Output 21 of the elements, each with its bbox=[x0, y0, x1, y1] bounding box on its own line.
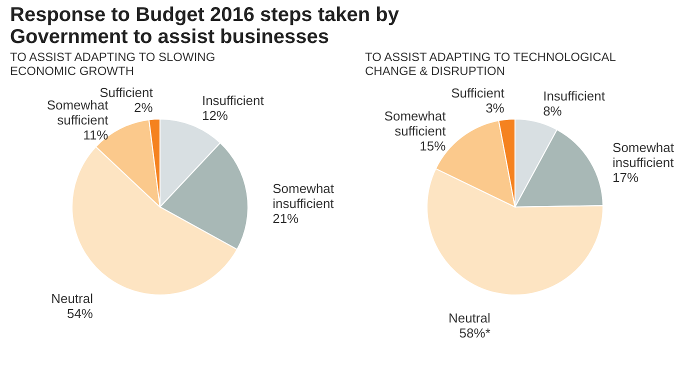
chart-subtitle: TO ASSIST ADAPTING TO SLOWING ECONOMIC GROWTH bbox=[10, 50, 216, 78]
slice-label: Insufficient bbox=[543, 88, 606, 104]
data-label: 17% bbox=[612, 170, 639, 185]
data-label: 12% bbox=[202, 108, 228, 124]
slice-label: Neutral bbox=[448, 310, 490, 326]
slice-label: Insufficient bbox=[202, 93, 264, 108]
data-label: 58%* bbox=[459, 325, 490, 340]
chart-subtitle: TO ASSIST ADAPTING TO TECHNOLOGICAL CHANGE & DISRUPTION bbox=[365, 50, 616, 78]
slice-label: Somewhat sufficient bbox=[384, 108, 446, 138]
data-label: 3% bbox=[486, 100, 505, 116]
data-label: 21% bbox=[272, 211, 300, 226]
slice-label: Somewhat insufficient bbox=[612, 140, 674, 170]
data-label: 2% bbox=[134, 100, 154, 116]
data-label: 15% bbox=[420, 138, 446, 154]
data-label: 11% bbox=[83, 127, 109, 142]
data-label: 54% bbox=[66, 306, 94, 322]
chart-title: Response to Budget 2016 steps taken by Government to assist businesses bbox=[10, 4, 400, 48]
data-label: 8% bbox=[543, 104, 562, 119]
slice-label: Somewhat insufficient bbox=[272, 181, 334, 212]
slice-label: Neutral bbox=[51, 291, 94, 306]
slice-label: Sufficient bbox=[451, 85, 505, 100]
